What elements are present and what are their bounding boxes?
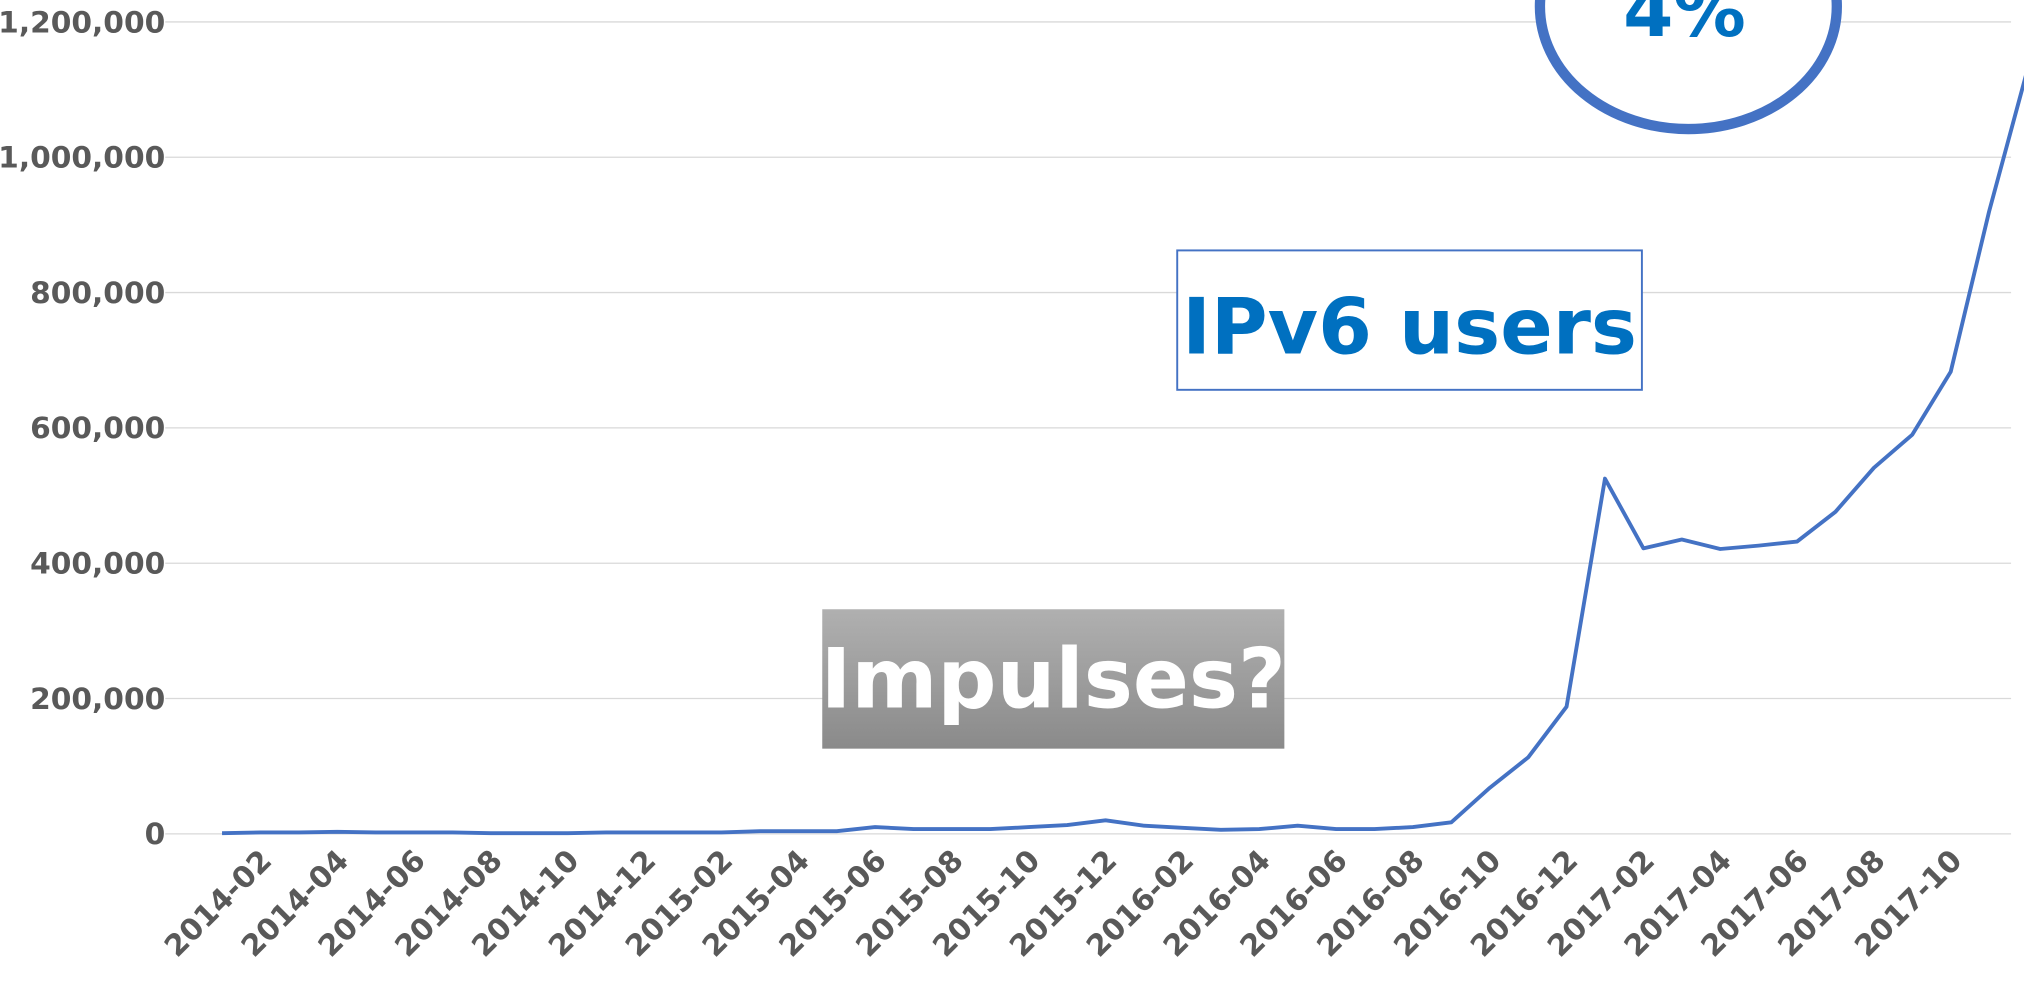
- y-tick-label: 1,000,000: [0, 140, 165, 175]
- plot: [222, 74, 2024, 836]
- ipv6-box: [1176, 249, 1643, 391]
- grid: 0 200,000 400,000 600,000 800,000 1,000,000 1,…: [0, 4, 2012, 964]
- y-tick-label: 400,000: [30, 546, 165, 581]
- y-tick-label: 600,000: [30, 410, 165, 445]
- line: [222, 74, 2024, 836]
- ipv6-annotation: IPv6 users: [1182, 283, 1637, 373]
- y-tick-label: 800,000: [30, 275, 165, 310]
- percent-annotation: 4%: [1623, 0, 1746, 54]
- percent-circle: [1534, 0, 1842, 135]
- y-tick-label: 200,000: [30, 681, 165, 716]
- y-tick-label: 1,200,000: [0, 4, 165, 39]
- impulses-box: [822, 609, 1285, 749]
- impulses-annotation: Impulses?: [821, 631, 1286, 727]
- y-tick-label: 0: [145, 816, 166, 851]
